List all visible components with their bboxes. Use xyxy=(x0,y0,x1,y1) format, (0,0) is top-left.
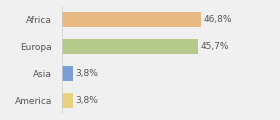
Text: 46,8%: 46,8% xyxy=(204,15,232,24)
Text: 3,8%: 3,8% xyxy=(75,69,98,78)
Bar xyxy=(62,66,73,81)
Bar xyxy=(62,93,73,108)
Text: 45,7%: 45,7% xyxy=(200,42,229,51)
Bar xyxy=(62,12,201,27)
Text: 3,8%: 3,8% xyxy=(75,96,98,105)
Bar xyxy=(62,39,198,54)
